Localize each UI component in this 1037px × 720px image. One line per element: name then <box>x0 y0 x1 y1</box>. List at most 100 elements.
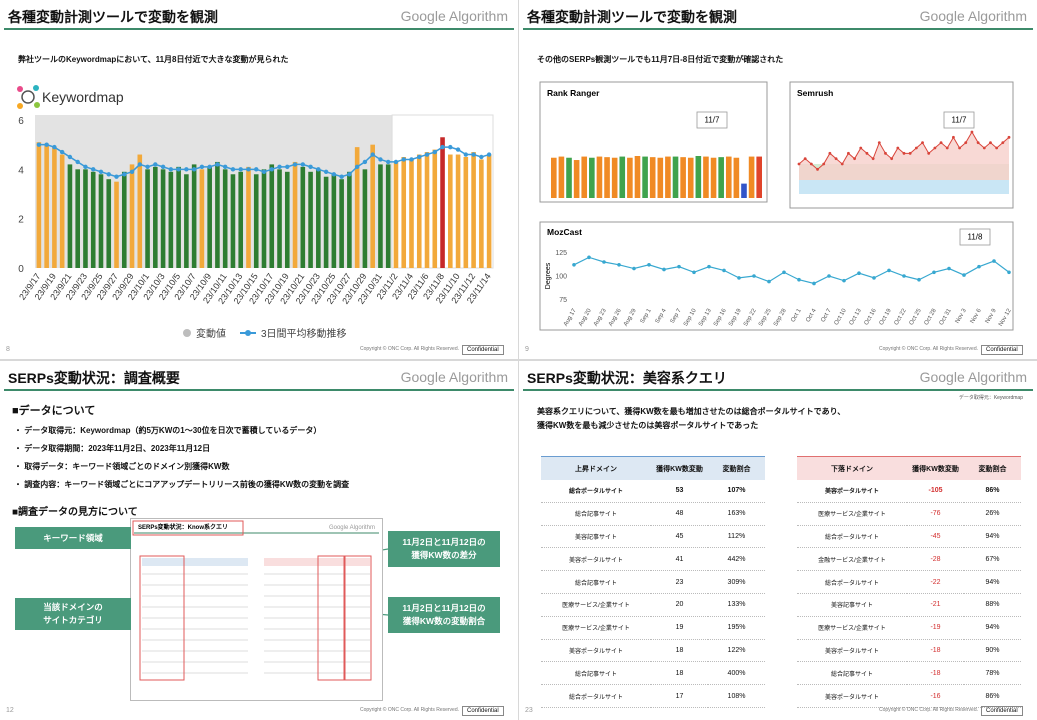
line-point <box>884 151 887 155</box>
cell: 医療サービス/企業サイト <box>541 616 651 640</box>
line-point <box>455 147 461 152</box>
line-point <box>331 172 337 177</box>
cell: -19 <box>907 616 964 640</box>
line-point <box>722 268 726 273</box>
band <box>799 180 1009 194</box>
line-point <box>970 130 974 134</box>
row: 総合記事サイト 48 163% <box>541 502 765 526</box>
line-point <box>471 152 476 157</box>
line-point <box>917 277 921 282</box>
page-number: 12 <box>6 707 14 714</box>
cell: 94% <box>964 570 1021 594</box>
confidential: Confidential <box>462 706 504 716</box>
line-point <box>230 167 236 172</box>
y-tick-label: 2 <box>18 215 24 226</box>
line-point <box>896 146 900 150</box>
line-point <box>145 164 150 170</box>
highlight-box <box>344 555 372 681</box>
cell: -28 <box>907 547 964 572</box>
section-heading: ■調査データの見方について <box>12 507 138 518</box>
bullet-text: データ取得期間：2023年11月2日、2023年11月12日 <box>24 444 211 453</box>
row: 金融サービス/企業サイト -28 67% <box>797 547 1021 572</box>
line-point <box>238 167 243 172</box>
bar <box>75 169 80 268</box>
bar <box>36 142 42 268</box>
cell: 美容ポータルサイト <box>541 639 651 663</box>
line-point <box>168 167 174 172</box>
brand: Google Algorithm <box>400 369 508 385</box>
bar <box>378 164 383 268</box>
legend-label: 3日間平均移動推移 <box>261 327 347 340</box>
line-point <box>1001 141 1005 145</box>
line-point <box>877 141 881 145</box>
y-tick-label: 75 <box>559 297 567 304</box>
line-point <box>114 174 119 179</box>
cell: 26% <box>964 502 1021 526</box>
confidential: Confidential <box>462 345 504 355</box>
bar <box>687 157 694 198</box>
line-point <box>409 157 414 162</box>
panel <box>539 221 1014 331</box>
brand: Google Algorithm <box>400 8 508 24</box>
cell: 67% <box>964 547 1021 572</box>
cell: 94% <box>964 525 1021 549</box>
copyright: Copyright © ONC Corp. All Rights Reserve… <box>879 707 978 713</box>
lead: 美容系クエリについて、獲得KW数を最も増加させたのは総合ポータルサイトであり、 … <box>537 407 846 430</box>
panel-title: Semrush <box>797 88 833 98</box>
logo-text: Keywordmap <box>42 89 124 105</box>
bar <box>401 157 407 268</box>
bar <box>176 166 181 268</box>
cell: 400% <box>708 661 765 686</box>
header-cell: 獲得KW数変動 <box>907 456 964 480</box>
cell: 112% <box>708 525 765 549</box>
bar <box>354 147 360 268</box>
line-point <box>767 279 771 284</box>
line-point <box>602 260 606 264</box>
bar <box>733 157 740 198</box>
cell: 19 <box>651 616 708 640</box>
bar <box>589 157 595 198</box>
bar <box>393 161 399 268</box>
annotation: 11/8 <box>968 233 984 242</box>
line-point <box>362 159 368 165</box>
table: 下落ドメイン 獲得KW数変動 変動割合 美容ポータルサイト -105 86% 医療サービス/… <box>797 456 1021 708</box>
line-point <box>647 263 651 267</box>
cell: 医療サービス/企業サイト <box>797 616 907 640</box>
copyright: Copyright © ONC Corp. All Rights Reserve… <box>879 346 978 352</box>
figure: SERPs変動状況：Know系クエリ Google Algorithm <box>130 518 383 701</box>
cell: 総合ポータルサイト <box>541 480 651 503</box>
line-point <box>992 259 996 263</box>
line-point <box>222 164 228 170</box>
line-point <box>927 151 931 155</box>
line-point <box>977 264 981 269</box>
bar <box>642 156 648 198</box>
bar <box>725 156 732 198</box>
bar <box>566 157 572 198</box>
bar <box>596 156 603 198</box>
brand: Google Algorithm <box>919 369 1027 385</box>
bar <box>649 157 656 198</box>
callout: 11月2日と11月12日の 獲得KW数の変動割合 <box>388 597 500 633</box>
bar <box>316 169 321 268</box>
table-wrap: 下落ドメイン 獲得KW数変動 変動割合 美容ポータルサイト -105 86% 医療サービス/… <box>797 456 1021 708</box>
bar <box>160 169 166 268</box>
row: 医療サービス/企業サイト -19 94% <box>797 616 1021 640</box>
annotation: 11/7 <box>705 116 721 125</box>
row: 総合記事サイト 23 309% <box>541 570 765 594</box>
cell: -18 <box>907 639 964 663</box>
lead: 弊社ツールのKeywordmapにおいて、11月8日付近で大きな変動が見られた <box>18 55 289 64</box>
y-tick-label: 125 <box>555 250 567 257</box>
line-point <box>902 151 906 155</box>
cell: 医療サービス/企業サイト <box>797 502 907 526</box>
line-point <box>393 159 399 165</box>
line-point <box>261 169 267 174</box>
annotation: 11/7 <box>952 116 968 125</box>
line-point <box>737 276 741 280</box>
confidential: Confidential <box>981 345 1023 355</box>
line-point <box>199 164 205 170</box>
bar <box>323 176 329 268</box>
line-point <box>828 151 832 155</box>
line-point <box>176 167 181 172</box>
line-point <box>316 167 321 172</box>
